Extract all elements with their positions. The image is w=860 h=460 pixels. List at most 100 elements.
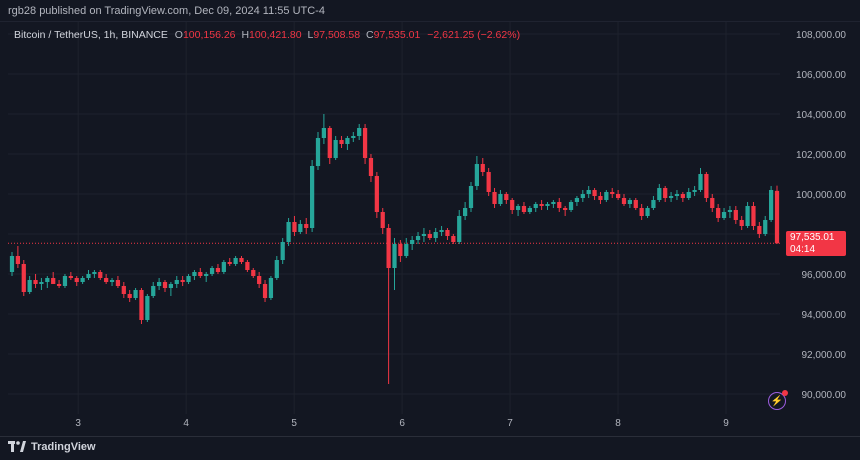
candle xyxy=(757,222,762,238)
candle xyxy=(298,220,303,234)
symbol-title: Bitcoin / TetherUS, 1h, BINANCE xyxy=(14,29,168,41)
candle-body xyxy=(133,290,138,298)
candle-body xyxy=(398,244,403,256)
candle-body xyxy=(674,194,680,196)
candle-body xyxy=(280,242,285,260)
last-price-label: 97,535.01 04:14 xyxy=(786,231,846,256)
candle-body xyxy=(727,210,733,212)
candle-body xyxy=(68,276,73,278)
candle-body xyxy=(627,200,633,204)
candle-body xyxy=(315,138,321,166)
candle xyxy=(45,276,50,288)
candle-body xyxy=(462,208,468,216)
candle xyxy=(462,202,468,220)
candle xyxy=(698,168,703,192)
candle-body xyxy=(21,264,26,292)
time-tick-label: 4 xyxy=(183,418,189,429)
legend-low-key: L xyxy=(307,29,314,41)
candle xyxy=(580,190,585,202)
candle-body xyxy=(392,244,397,268)
candle-body xyxy=(327,128,332,158)
candle xyxy=(627,198,633,208)
candle-body xyxy=(204,274,209,276)
candle-body xyxy=(668,196,674,198)
candle-body xyxy=(733,210,738,220)
candle-body xyxy=(510,200,515,210)
notification-dot xyxy=(782,390,788,396)
brand[interactable]: TradingView xyxy=(8,441,96,453)
candle-body xyxy=(504,194,509,200)
candle xyxy=(727,206,733,218)
candle-body xyxy=(468,186,474,208)
candle-body xyxy=(716,208,721,218)
candle xyxy=(221,260,226,274)
candle xyxy=(692,186,697,196)
candle xyxy=(539,200,544,210)
candle xyxy=(745,202,750,228)
candle xyxy=(215,264,221,274)
price-tick-label: 108,000.00 xyxy=(796,30,846,41)
candle-body xyxy=(186,276,191,282)
candle-body xyxy=(162,282,168,288)
price-axis[interactable]: 90,000.0092,000.0094,000.0096,000.0098,0… xyxy=(796,30,846,401)
bar-countdown: 04:14 xyxy=(790,244,816,255)
candle-body xyxy=(257,276,262,284)
candle-body xyxy=(104,278,109,282)
candle-body xyxy=(604,192,609,200)
candle xyxy=(404,238,409,258)
candle-body xyxy=(427,234,432,238)
candle xyxy=(598,192,603,204)
candle xyxy=(268,276,274,300)
candle-body xyxy=(768,190,774,220)
candle-body xyxy=(751,206,756,226)
chart-pane[interactable]: 90,000.0092,000.0094,000.0096,000.0098,0… xyxy=(0,22,860,436)
candle-body xyxy=(415,236,421,240)
footer-bar: TradingView xyxy=(0,436,860,460)
candle-body xyxy=(109,280,115,282)
candle-body xyxy=(192,272,197,276)
candle xyxy=(527,206,532,214)
candle-body xyxy=(645,208,650,216)
candle xyxy=(504,192,509,204)
candle-body xyxy=(739,220,744,226)
candle xyxy=(739,216,744,230)
candle xyxy=(345,136,350,150)
candle xyxy=(292,216,297,236)
candle-body xyxy=(410,240,415,244)
candle xyxy=(716,204,721,222)
candle-body xyxy=(251,270,256,276)
candle-body xyxy=(486,172,491,192)
candle xyxy=(315,132,321,170)
time-axis[interactable]: 3 4 5 6 7 8 9 xyxy=(75,418,729,429)
candle xyxy=(480,158,485,176)
candle-body xyxy=(198,272,203,276)
candle-body xyxy=(268,278,274,298)
candlestick-chart[interactable]: 90,000.0092,000.0094,000.0096,000.0098,0… xyxy=(0,22,860,436)
candle xyxy=(139,288,144,324)
candle xyxy=(233,256,238,266)
candle-body xyxy=(115,280,121,286)
candle xyxy=(510,198,515,214)
price-tick-label: 102,000.00 xyxy=(796,150,846,161)
candle xyxy=(33,274,38,288)
candle xyxy=(27,276,32,294)
candle xyxy=(339,136,344,148)
candle xyxy=(610,188,615,198)
candle xyxy=(551,200,556,208)
legend-high-key: H xyxy=(241,29,250,41)
candle-body xyxy=(15,256,21,264)
candle xyxy=(563,206,568,216)
lightning-icon[interactable]: ⚡ xyxy=(768,390,788,410)
price-tick-label: 100,000.00 xyxy=(796,190,846,201)
candle xyxy=(209,266,215,276)
candle-body xyxy=(580,194,585,198)
candle xyxy=(763,216,768,236)
candle xyxy=(445,228,450,240)
candle xyxy=(162,280,168,292)
candle xyxy=(474,156,480,190)
candle xyxy=(604,190,609,202)
candle xyxy=(151,282,156,298)
candle-body xyxy=(245,262,250,270)
candle xyxy=(421,228,427,242)
candle-body xyxy=(174,280,179,284)
